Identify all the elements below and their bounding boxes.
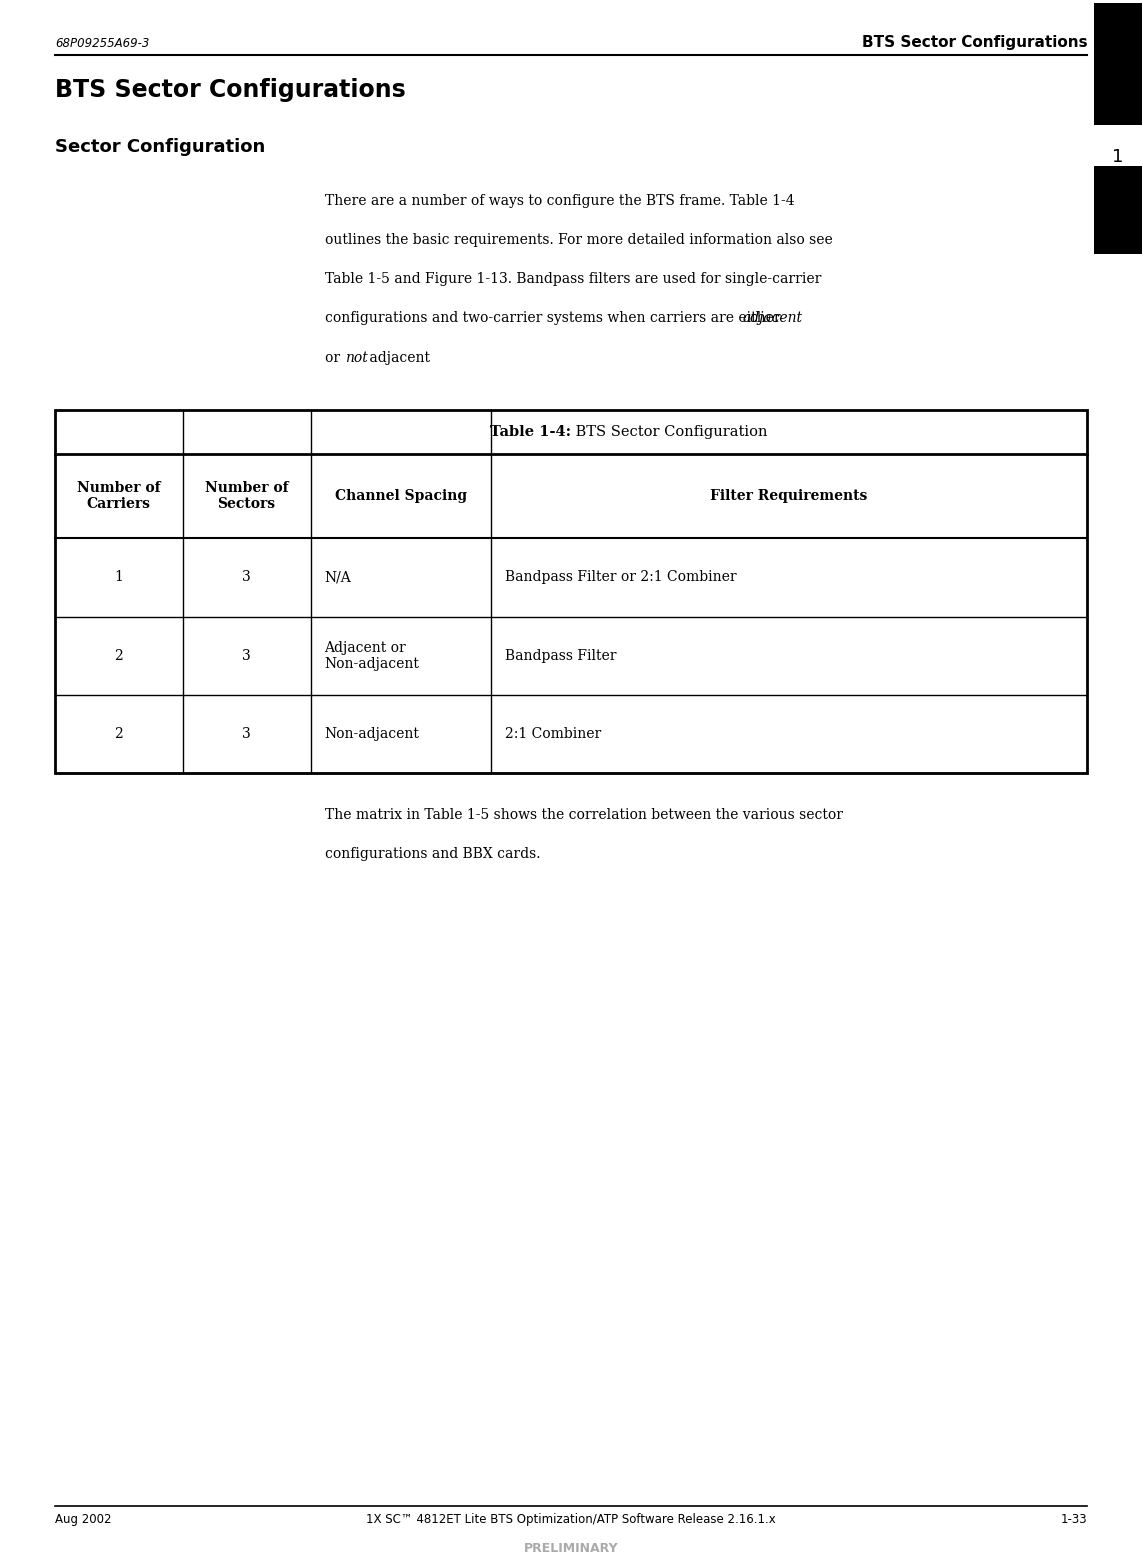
Text: 2: 2 <box>114 728 123 740</box>
Text: Channel Spacing: Channel Spacing <box>335 490 467 502</box>
Text: 1X SC™ 4812ET Lite BTS Optimization/ATP Software Release 2.16.1.x: 1X SC™ 4812ET Lite BTS Optimization/ATP … <box>367 1513 775 1526</box>
Text: BTS Sector Configurations: BTS Sector Configurations <box>861 34 1087 50</box>
Text: configurations and BBX cards.: configurations and BBX cards. <box>325 847 541 861</box>
Text: Adjacent or
Non-adjacent: Adjacent or Non-adjacent <box>324 640 419 671</box>
Text: or: or <box>325 351 345 365</box>
Text: Table 1-4:: Table 1-4: <box>490 426 571 438</box>
Text: 1-33: 1-33 <box>1061 1513 1087 1526</box>
Text: There are a number of ways to configure the BTS frame. Table 1-4: There are a number of ways to configure … <box>325 194 795 208</box>
Text: Non-adjacent: Non-adjacent <box>324 728 419 740</box>
Text: PRELIMINARY: PRELIMINARY <box>524 1542 618 1554</box>
Text: BTS Sector Configuration: BTS Sector Configuration <box>571 426 767 438</box>
Text: 1: 1 <box>1112 147 1124 166</box>
Text: Filter Requirements: Filter Requirements <box>710 490 868 502</box>
Text: 1: 1 <box>114 571 123 584</box>
Bar <box>1094 166 1142 254</box>
Text: 3: 3 <box>242 571 251 584</box>
Text: configurations and two-carrier systems when carriers are either: configurations and two-carrier systems w… <box>325 311 786 326</box>
Text: outlines the basic requirements. For more detailed information also see: outlines the basic requirements. For mor… <box>325 233 834 247</box>
Text: Number of
Carriers: Number of Carriers <box>77 480 161 512</box>
Text: The matrix in Table 1-5 shows the correlation between the various sector: The matrix in Table 1-5 shows the correl… <box>325 808 844 822</box>
Text: not: not <box>345 351 368 365</box>
Text: 2: 2 <box>114 649 123 662</box>
Bar <box>55 410 1087 773</box>
Text: N/A: N/A <box>324 571 351 584</box>
Text: Aug 2002: Aug 2002 <box>55 1513 111 1526</box>
Text: BTS Sector Configurations: BTS Sector Configurations <box>55 78 405 102</box>
Text: Number of
Sectors: Number of Sectors <box>204 480 289 512</box>
Text: 3: 3 <box>242 649 251 662</box>
Bar <box>1094 3 1142 125</box>
Text: adjacent: adjacent <box>742 311 802 326</box>
Text: 2:1 Combiner: 2:1 Combiner <box>505 728 601 740</box>
Text: adjacent: adjacent <box>364 351 429 365</box>
Text: Sector Configuration: Sector Configuration <box>55 138 265 156</box>
Text: Table 1-5 and Figure 1-13. Bandpass filters are used for single-carrier: Table 1-5 and Figure 1-13. Bandpass filt… <box>325 272 822 286</box>
Text: Bandpass Filter: Bandpass Filter <box>505 649 617 662</box>
Text: 68P09255A69-3: 68P09255A69-3 <box>55 38 150 50</box>
Text: Bandpass Filter or 2:1 Combiner: Bandpass Filter or 2:1 Combiner <box>505 571 737 584</box>
Text: 3: 3 <box>242 728 251 740</box>
